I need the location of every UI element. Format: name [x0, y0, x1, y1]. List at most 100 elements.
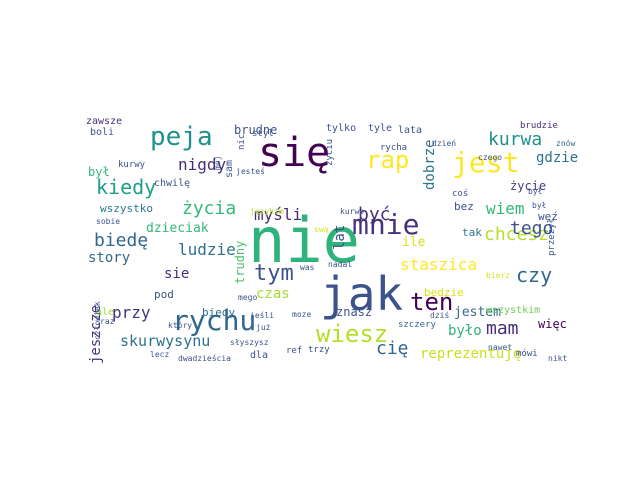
word: nie: [248, 204, 360, 277]
word: ref: [286, 346, 302, 356]
word: zawsze: [86, 116, 122, 127]
word: słyszysz: [230, 338, 269, 347]
word: bez: [454, 200, 474, 213]
word: coś: [452, 188, 468, 199]
word: który: [168, 320, 192, 330]
word: już: [256, 323, 271, 332]
word: ludzie: [178, 240, 236, 259]
word: życie: [510, 179, 546, 193]
word: bierz: [486, 271, 510, 280]
word: nawet: [488, 343, 512, 352]
word: mnie: [352, 208, 419, 241]
word: ten: [410, 288, 453, 316]
word: wiem: [486, 199, 525, 218]
word: reprezentuję: [420, 346, 521, 362]
word: znasz: [336, 305, 372, 319]
word: staszica: [400, 255, 477, 274]
word: skurwysynu: [120, 332, 210, 350]
word: chcesz: [484, 224, 549, 245]
word: szczery: [398, 320, 437, 330]
word: brudzie: [520, 121, 558, 131]
word: był: [528, 187, 543, 196]
word: tylko: [326, 123, 356, 134]
word: się: [258, 130, 330, 176]
word: was: [300, 263, 315, 272]
word: więc: [538, 317, 567, 331]
word: biedy: [202, 306, 235, 319]
word: znów: [556, 138, 575, 148]
word: rycha: [380, 143, 407, 153]
word: ale: [96, 307, 114, 318]
word: jestem: [454, 305, 501, 320]
word: tym: [254, 261, 294, 286]
word: brudne: [234, 123, 277, 137]
word: biedę: [94, 230, 148, 251]
word: kiedy: [96, 175, 156, 199]
word: styl: [252, 129, 274, 139]
word: story: [88, 250, 130, 266]
word-group: nie się jak peja rap jest mnie rychu wiesz ten tym…: [86, 116, 578, 364]
word: jeszcze: [88, 305, 104, 364]
word: być: [358, 204, 391, 225]
word: kurwo: [340, 207, 364, 216]
word: mego: [238, 293, 257, 302]
word: mam: [486, 318, 519, 339]
word: jest: [452, 146, 519, 179]
word: chwilę: [154, 178, 190, 189]
word: było: [448, 323, 482, 339]
word: boli: [90, 127, 114, 138]
word: peja: [150, 122, 213, 152]
word: lata: [398, 125, 422, 136]
word: kurwy: [118, 160, 146, 170]
word: trudny: [233, 241, 247, 284]
word: czy: [516, 263, 552, 287]
word: przy: [112, 303, 151, 322]
word: swą: [314, 225, 329, 234]
word: lecz: [150, 350, 169, 359]
word: życiu: [325, 139, 335, 166]
word: raz: [100, 317, 115, 326]
word: mój: [212, 156, 222, 170]
word: nic: [237, 134, 247, 150]
word: lat: [332, 225, 348, 250]
word: rap: [366, 146, 409, 174]
word: tyle: [368, 123, 392, 134]
word: tak: [462, 226, 482, 239]
word: dwadzieścia: [178, 353, 231, 363]
word: gdzie: [536, 150, 578, 166]
word: nigdy: [178, 155, 227, 174]
word: dzieciak: [146, 221, 209, 236]
word: dobrze: [422, 139, 438, 190]
word: czego: [478, 153, 502, 162]
word: weź: [538, 210, 558, 223]
word: pod: [154, 288, 174, 301]
word: człowiek: [93, 301, 102, 340]
word: dzień: [432, 139, 456, 148]
word: życia: [182, 198, 236, 219]
word: będzie: [424, 286, 464, 299]
word: moze: [292, 310, 311, 319]
word: jesteś: [236, 166, 265, 176]
word: ile: [402, 235, 426, 250]
word: cię: [376, 338, 409, 359]
word: sam: [224, 160, 235, 178]
word: dla: [250, 350, 268, 361]
word: czas: [256, 286, 290, 302]
word: wszystko: [100, 202, 153, 215]
word: jeśli: [250, 310, 274, 320]
word: jak: [320, 267, 403, 321]
word: sie: [164, 266, 189, 282]
word: językim: [250, 207, 284, 216]
word: mówi: [516, 348, 538, 359]
word: kurwa: [488, 129, 542, 150]
word: wiesz: [316, 320, 388, 348]
word: dziś: [430, 310, 449, 320]
word: tego: [510, 218, 553, 239]
word: był: [88, 165, 110, 179]
word: nadal: [328, 260, 352, 269]
word: rychu: [172, 304, 256, 337]
word: wszystkim: [486, 305, 540, 316]
word: myśli: [254, 205, 302, 224]
word: był: [532, 201, 547, 210]
